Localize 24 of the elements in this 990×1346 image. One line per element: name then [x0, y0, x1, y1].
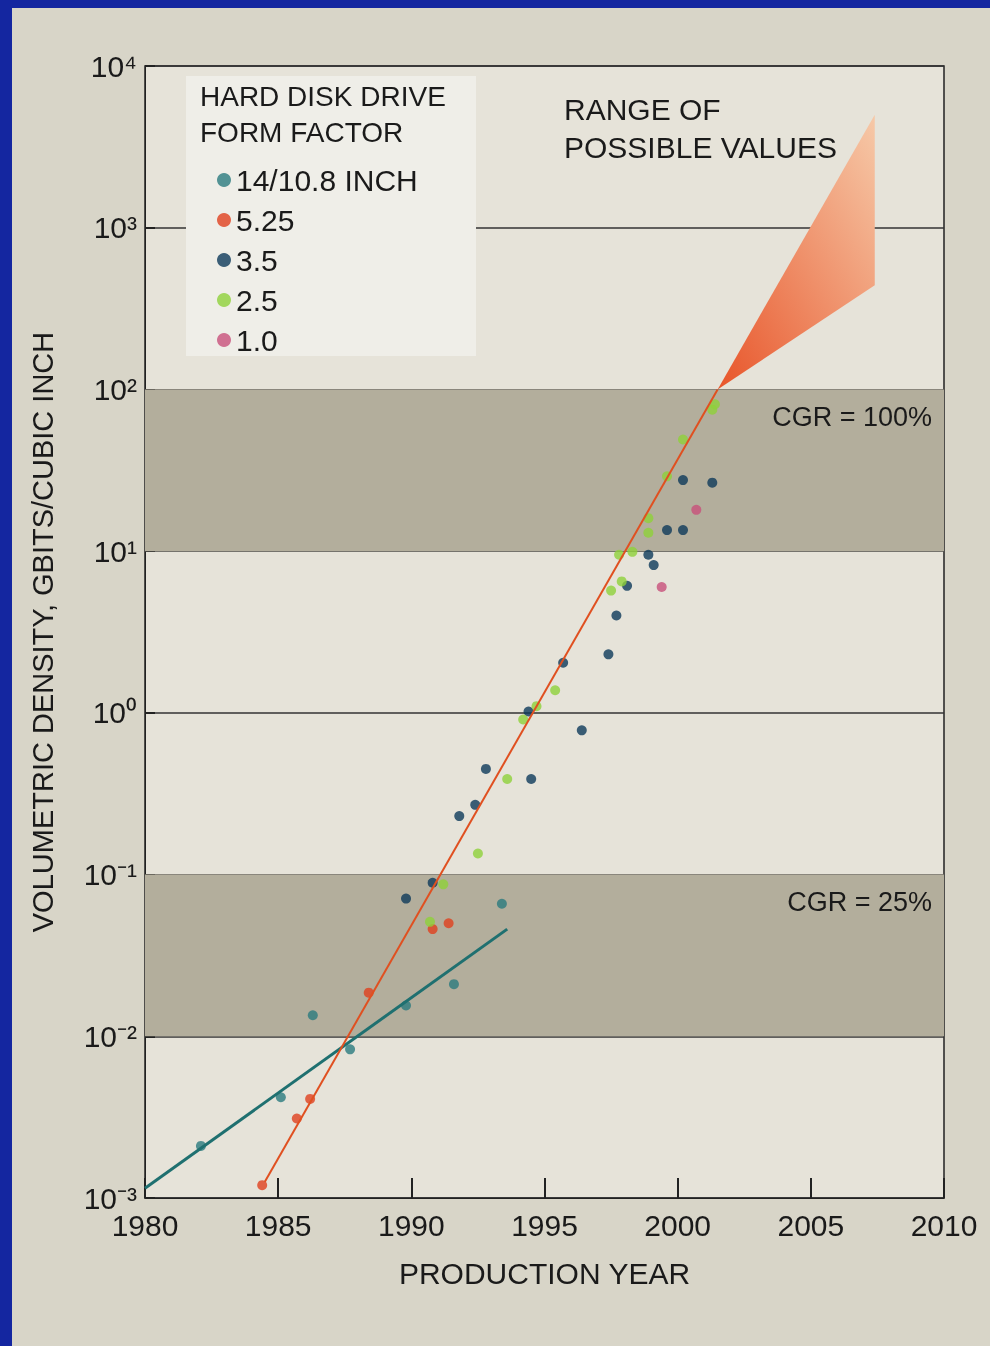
legend-title: HARD DISK DRIVE FORM FACTOR: [200, 80, 454, 148]
legend-label: 3.5: [236, 243, 278, 277]
legend-label: 5.25: [236, 203, 295, 237]
x-tick-label: 2005: [777, 1208, 845, 1242]
y-tick-label: 10³: [93, 211, 138, 245]
x-tick-label: 1990: [377, 1208, 445, 1242]
y-tick-label: 10⁴: [90, 49, 137, 83]
y-tick-label: 10⁰: [92, 696, 137, 730]
x-tick-label: 1995: [511, 1208, 578, 1242]
x-tick-label: 2000: [644, 1208, 712, 1242]
x-tick-label: 2010: [910, 1208, 978, 1242]
y-tick-label: 10¹: [93, 534, 138, 568]
band-label: CGR = 100%: [772, 401, 932, 432]
y-tick-label: 10⁻²: [83, 1019, 138, 1053]
y-tick-label: 10⁻¹: [83, 858, 138, 892]
x-axis-title: PRODUCTION YEAR: [398, 1256, 691, 1290]
y-axis-title: VOLUMETRIC DENSITY, GBITS/CUBIC INCH: [26, 331, 59, 933]
legend-label: 2.5: [236, 283, 278, 317]
annotation: RANGE OF POSSIBLE VALUES: [564, 92, 837, 164]
legend-label: 1.0: [236, 323, 278, 357]
band-label: CGR = 25%: [787, 887, 932, 918]
legend-label: 14/10.8 INCH: [236, 163, 418, 197]
y-tick-label: 10²: [93, 372, 138, 406]
x-tick-label: 1985: [244, 1208, 312, 1242]
